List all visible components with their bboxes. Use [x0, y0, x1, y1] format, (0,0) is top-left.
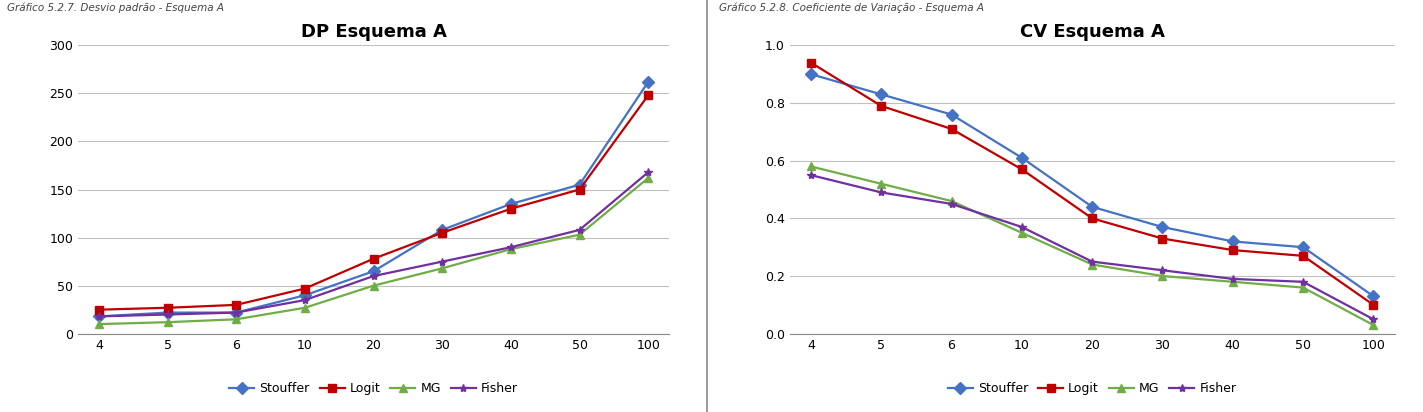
MG — [1154, 274, 1171, 279]
Stouffer — [571, 182, 588, 187]
Fisher — [943, 201, 961, 206]
Line: Stouffer: Stouffer — [95, 78, 652, 321]
Text: Gráfico 5.2.7. Desvio padrão - Esquema A: Gráfico 5.2.7. Desvio padrão - Esquema A — [7, 2, 223, 12]
Stouffer — [159, 310, 176, 315]
MG — [228, 317, 245, 322]
MG — [434, 266, 451, 271]
Line: Fisher: Fisher — [95, 168, 652, 321]
Fisher — [1154, 268, 1171, 273]
Stouffer — [640, 80, 657, 84]
Logit — [571, 187, 588, 192]
Logit — [1365, 302, 1382, 307]
MG — [1084, 262, 1101, 267]
MG — [502, 247, 519, 252]
Logit — [640, 93, 657, 98]
Text: Gráfico 5.2.8. Coeficiente de Variação - Esquema A: Gráfico 5.2.8. Coeficiente de Variação -… — [719, 2, 983, 12]
MG — [1295, 285, 1312, 290]
MG — [159, 320, 176, 325]
Fisher — [364, 274, 381, 279]
Stouffer — [943, 112, 961, 117]
Stouffer — [803, 72, 820, 77]
Logit — [1013, 167, 1030, 172]
Fisher — [640, 170, 657, 175]
Logit — [296, 286, 313, 291]
Fisher — [434, 259, 451, 264]
Fisher — [1013, 225, 1030, 229]
Fisher — [502, 245, 519, 250]
MG — [640, 176, 657, 180]
Logit — [943, 126, 961, 131]
Line: Logit: Logit — [95, 91, 652, 314]
Stouffer — [364, 269, 381, 274]
Fisher — [296, 297, 313, 302]
MG — [296, 305, 313, 310]
MG — [571, 232, 588, 237]
Line: Logit: Logit — [807, 59, 1377, 309]
Logit — [502, 206, 519, 211]
Fisher — [90, 314, 107, 319]
MG — [943, 199, 961, 204]
Title: CV Esquema A: CV Esquema A — [1020, 23, 1164, 41]
Logit — [1224, 248, 1241, 253]
Line: Fisher: Fisher — [807, 171, 1377, 323]
Stouffer — [1154, 225, 1171, 229]
MG — [803, 164, 820, 169]
Fisher — [159, 312, 176, 317]
MG — [1013, 230, 1030, 235]
MG — [1224, 279, 1241, 284]
Line: MG: MG — [807, 162, 1377, 329]
Logit — [803, 60, 820, 65]
Legend: Stouffer, Logit, MG, Fisher: Stouffer, Logit, MG, Fisher — [943, 377, 1241, 400]
MG — [90, 322, 107, 327]
Logit — [159, 305, 176, 310]
Logit — [872, 103, 889, 108]
Fisher — [1084, 259, 1101, 264]
Line: Stouffer: Stouffer — [807, 70, 1377, 300]
Stouffer — [872, 92, 889, 97]
Legend: Stouffer, Logit, MG, Fisher: Stouffer, Logit, MG, Fisher — [225, 377, 522, 400]
MG — [872, 181, 889, 186]
Stouffer — [1365, 294, 1382, 299]
MG — [364, 283, 381, 288]
Title: DP Esquema A: DP Esquema A — [300, 23, 447, 41]
Stouffer — [434, 227, 451, 232]
Stouffer — [1224, 239, 1241, 244]
Stouffer — [502, 201, 519, 206]
Stouffer — [1084, 204, 1101, 209]
Fisher — [1295, 279, 1312, 284]
Logit — [90, 307, 107, 312]
Stouffer — [296, 293, 313, 298]
Fisher — [1224, 276, 1241, 281]
Stouffer — [1295, 245, 1312, 250]
Logit — [1084, 216, 1101, 221]
Stouffer — [90, 314, 107, 319]
Logit — [228, 302, 245, 307]
Logit — [364, 256, 381, 261]
Fisher — [872, 190, 889, 195]
Logit — [1295, 253, 1312, 258]
Fisher — [803, 173, 820, 178]
Line: MG: MG — [95, 174, 652, 328]
Fisher — [1365, 317, 1382, 322]
Logit — [434, 230, 451, 235]
Stouffer — [228, 310, 245, 315]
Fisher — [228, 310, 245, 315]
MG — [1365, 323, 1382, 328]
Logit — [1154, 236, 1171, 241]
Stouffer — [1013, 155, 1030, 160]
Fisher — [571, 227, 588, 232]
